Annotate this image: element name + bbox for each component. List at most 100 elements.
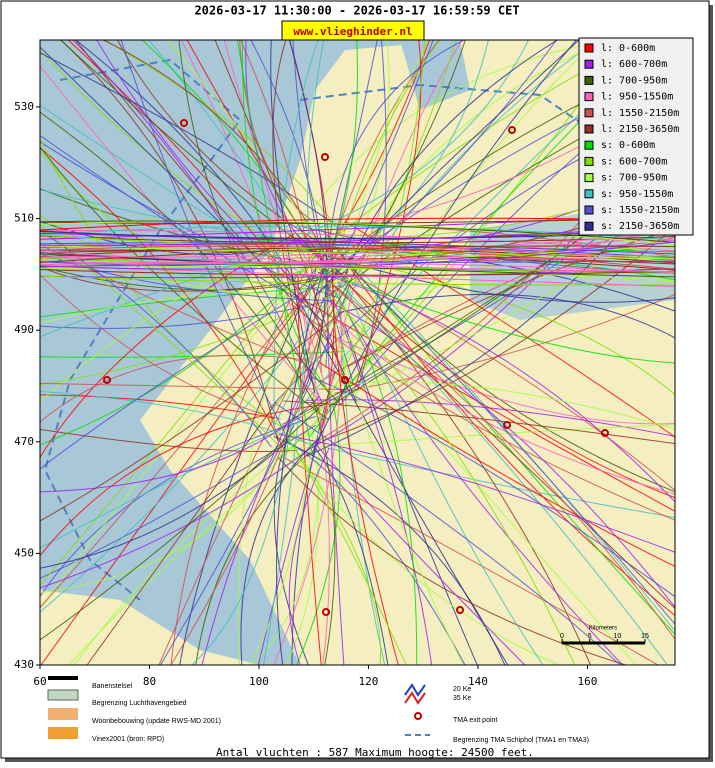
legend-swatch [584,108,594,118]
legend-label: l: 2150-3650m [601,124,679,135]
flight-track [40,232,675,255]
flight-track [343,260,675,625]
scale-label: 10 [613,633,621,640]
legend-swatch [584,221,594,231]
flight-track [60,40,279,442]
land [40,590,260,665]
flight-track [40,394,276,419]
flight-track [327,40,465,256]
flight-track [273,280,343,665]
flight-track [40,305,310,386]
flight-track [314,442,526,665]
legend-swatch [584,43,594,53]
flight-track [40,260,675,268]
flight-track [307,40,325,235]
runway-swatch [48,676,78,680]
flight-track [321,229,675,632]
flight-track [313,40,580,299]
flight-track [352,273,675,491]
flight-track [278,457,626,665]
tma-exit [503,421,511,429]
flight-track [334,245,675,493]
swatch [48,708,78,720]
flight-track [332,316,675,495]
flight-track [283,400,675,445]
flight-track [40,235,675,244]
flight-track [312,40,441,408]
flight-track [275,431,560,665]
footer: Antal vluchten : 587 Maximum hoogte: 245… [216,746,534,759]
flight-track [40,245,675,270]
flight-track [40,235,675,260]
flight-track [286,440,466,665]
flight-track [40,438,291,569]
water [400,40,470,110]
flight-track [40,232,296,458]
flight-track [40,285,343,318]
flight-track [201,365,314,665]
flight-track [337,281,668,665]
flight-track [270,40,316,394]
url[interactable]: www.vlieghinder.nl [293,25,412,38]
legend-swatch [584,75,594,85]
flight-track [278,433,675,553]
legend-label: 35 Ke [453,695,471,702]
flight-track [40,261,675,274]
legend-label: s: 700-950m [601,173,667,184]
flight-track [317,271,675,503]
y-tick-label: 470 [14,435,34,448]
y-tick-label: 430 [14,658,34,671]
flight-track [290,303,675,521]
flight-track [346,258,675,396]
flight-track [293,291,509,665]
legend-label: l: 1550-2150m [601,108,679,119]
flight-track [40,251,675,273]
legend-label: s: 950-1550m [601,189,673,200]
flight-track [277,404,621,665]
tma-exit [456,606,464,614]
legend-label: TMA exit point [453,717,497,724]
flight-track [40,351,346,358]
flight-track [288,448,330,665]
flight-track [345,311,624,665]
flight-track [326,290,576,665]
flight-track [40,52,332,223]
legend-label: 20 Ke [453,686,471,693]
legend-swatch [584,140,594,150]
flight-track [314,381,675,430]
tma-exit [180,119,188,127]
flight-track [75,40,357,403]
flight-track [328,40,466,318]
legend-label: l: 700-950m [601,75,667,86]
flight-track [40,257,675,268]
flight-track [324,277,675,640]
legend-label: Begrenzing Luchthavengebied [92,700,187,707]
flight-track [305,399,675,437]
flight-track [40,292,295,324]
flight-track [40,268,341,470]
flight-track [355,40,422,386]
flight-track [191,411,294,665]
flight-track [40,104,340,296]
legend-label: l: 950-1550m [601,92,673,103]
flight-track [40,390,311,445]
flight-track [40,310,345,522]
flight-track [276,257,327,665]
flight-track [279,425,407,665]
legend-label: Woonbebouwing (update RWS-MD 2001) [92,718,221,725]
flight-track [333,290,418,665]
flight-track [40,275,675,286]
tma-exit [341,376,349,384]
flight-track [297,277,322,665]
flight-track [333,293,675,394]
x-tick-label: 120 [359,675,379,688]
flight-track [86,401,277,665]
legend-label: l: 600-700m [601,59,667,70]
flight-track [120,40,287,436]
flight-track [289,40,328,395]
flight-track [40,111,320,412]
flight-track [40,232,355,608]
flight-track [273,40,319,437]
flight-track [249,430,315,665]
x-tick-label: 140 [468,675,488,688]
